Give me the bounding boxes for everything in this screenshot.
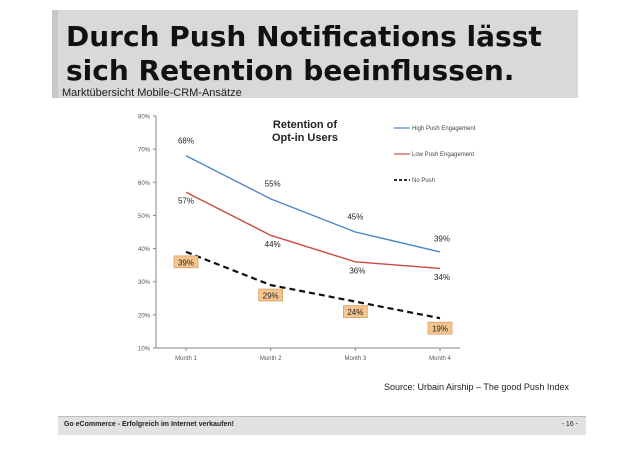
- data-label: 55%: [265, 179, 281, 188]
- footer-bar: Go eCommerce - Erfolgreich im Internet v…: [58, 416, 586, 435]
- data-label: 68%: [178, 136, 194, 145]
- y-tick-label: 10%: [138, 347, 151, 353]
- data-label: 19%: [432, 325, 448, 334]
- data-label-highlight: [173, 255, 199, 269]
- y-tick-label: 80%: [138, 115, 151, 121]
- chart-container: 10% 20% 30% 40% 50% 60% 70% 80% Month 1 Month 2 Mo…: [120, 108, 520, 373]
- page-number: - 16 -: [561, 421, 578, 428]
- series-line-1: [185, 191, 441, 270]
- legend-label: High Push Engagement: [412, 126, 476, 132]
- legend-label: Low Push Engagement: [412, 152, 474, 158]
- footer-text: Go eCommerce - Erfolgreich im Internet v…: [64, 421, 234, 428]
- y-tick-label: 60%: [138, 181, 151, 187]
- chart-title-line: Retention of: [273, 119, 337, 131]
- y-tick-label: 50%: [138, 214, 151, 220]
- data-label: 39%: [434, 234, 450, 243]
- y-tick-label: 70%: [138, 148, 151, 154]
- data-label: 34%: [434, 273, 450, 282]
- data-label-highlight: [258, 288, 283, 302]
- data-label: 36%: [349, 266, 365, 275]
- data-label: 29%: [263, 292, 279, 301]
- data-label-highlight: [343, 305, 368, 318]
- x-tick-label: Month 4: [429, 356, 451, 362]
- legend-label: No Push: [412, 178, 435, 184]
- data-label: 44%: [265, 240, 281, 249]
- data-label-highlight: [427, 321, 453, 335]
- x-tick-label: Month 3: [344, 356, 366, 362]
- y-tick-label: 30%: [138, 280, 151, 286]
- chart-title-line: Opt-in Users: [272, 132, 338, 144]
- data-label: 45%: [347, 213, 363, 222]
- y-tick-label: 20%: [138, 313, 151, 319]
- slide-subtitle: Marktübersicht Mobile-CRM-Ansätze: [62, 87, 242, 99]
- x-tick-label: Month 1: [175, 356, 197, 362]
- title-accent: [52, 10, 58, 98]
- retention-chart: 10% 20% 30% 40% 50% 60% 70% 80% Month 1 Month 2 Mo…: [138, 115, 476, 363]
- title-band: [58, 10, 578, 98]
- series-line-0: [185, 155, 441, 253]
- source-note: Source: Urbain Airship – The good Push I…: [384, 382, 569, 392]
- data-label: 24%: [347, 308, 363, 317]
- slide-title: Durch Push Notifications lässt sich Rete…: [66, 20, 542, 87]
- y-tick-label: 40%: [138, 247, 151, 253]
- data-label: 39%: [178, 258, 194, 267]
- series-line-2: [185, 250, 441, 320]
- x-tick-label: Month 2: [260, 356, 282, 362]
- data-label: 57%: [178, 197, 194, 206]
